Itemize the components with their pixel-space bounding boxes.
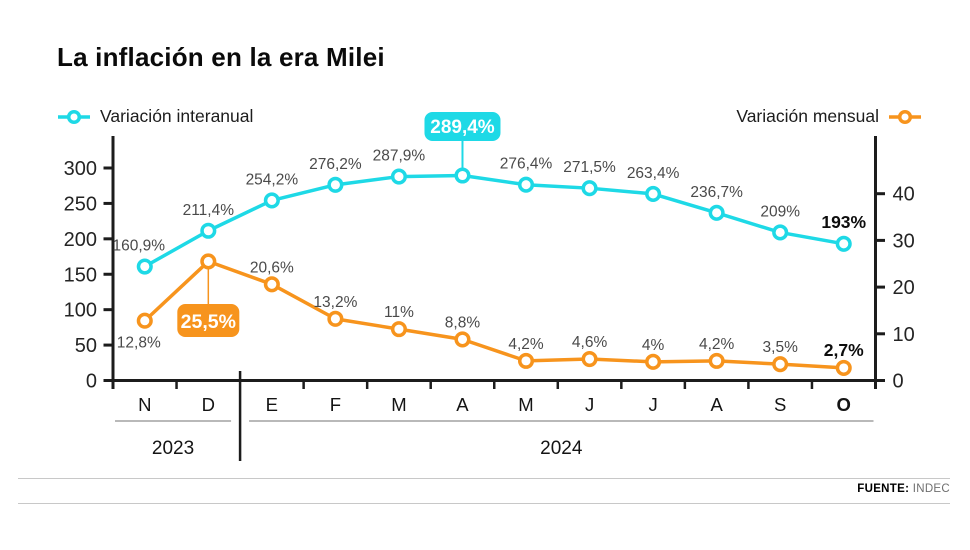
svg-text:S: S [774,394,786,415]
legend-interanual: Variación interanual [57,106,253,127]
legend-interanual-label: Variación interanual [100,106,254,126]
svg-text:50: 50 [75,335,97,357]
source-value: INDEC [912,483,950,495]
svg-text:211,4%: 211,4% [183,202,235,219]
svg-text:271,5%: 271,5% [563,159,616,176]
data-point-markers [136,167,852,376]
svg-text:0: 0 [893,371,904,393]
svg-text:289,4%: 289,4% [430,117,495,138]
svg-text:300: 300 [64,158,97,180]
svg-text:A: A [710,394,723,415]
source-credit: FUENTE: INDEC [857,483,950,495]
svg-text:N: N [138,394,151,415]
svg-text:M: M [391,394,406,415]
svg-text:276,2%: 276,2% [309,156,362,173]
svg-text:4,2%: 4,2% [699,336,735,353]
page-title: La inflación en la era Milei [57,42,385,72]
svg-text:3,5%: 3,5% [763,339,799,356]
data-point-labels: 160,9% 211,4% 254,2% 276,2% 287,9% 276,4% 271,… [112,148,866,360]
svg-text:E: E [266,394,278,415]
svg-text:276,4%: 276,4% [500,156,553,173]
svg-text:30: 30 [893,230,915,252]
source-label: FUENTE: [857,483,910,495]
svg-text:2,7%: 2,7% [824,340,864,360]
footer-divider-top [18,478,950,479]
svg-text:250: 250 [64,193,97,215]
svg-text:193%: 193% [821,212,866,232]
svg-text:4,2%: 4,2% [508,336,544,353]
mensual-line-marker-icon [889,109,921,124]
svg-text:F: F [330,394,341,415]
svg-text:12,8%: 12,8% [117,335,161,352]
series-lines [143,173,846,370]
svg-text:M: M [518,394,533,415]
svg-text:2023: 2023 [152,438,194,459]
svg-text:10: 10 [893,324,915,346]
svg-text:236,7%: 236,7% [690,184,743,201]
svg-text:D: D [202,394,215,415]
legend-mensual-label: Variación mensual [736,106,879,126]
svg-text:150: 150 [64,264,97,286]
svg-text:287,9%: 287,9% [373,148,426,165]
svg-text:13,2%: 13,2% [313,294,357,311]
svg-text:11%: 11% [384,304,414,321]
svg-text:O: O [837,394,851,415]
legend-mensual: Variación mensual [736,106,922,127]
svg-text:25,5%: 25,5% [181,311,236,333]
interanual-line-marker-icon [58,109,90,124]
svg-text:J: J [585,394,594,415]
svg-text:J: J [648,394,657,415]
svg-text:20,6%: 20,6% [250,259,294,276]
footer-divider-bottom [18,503,950,504]
svg-text:4,6%: 4,6% [572,334,608,351]
svg-text:2024: 2024 [540,438,583,459]
axes: 0 50 100 150 200 250 300 0 10 20 30 40 N D E F M A M J J A S O [64,136,915,461]
svg-text:200: 200 [64,229,97,251]
highlight-badges: 289,4% 25,5% [177,112,501,337]
svg-text:100: 100 [64,300,97,322]
svg-text:4%: 4% [642,337,665,354]
svg-text:40: 40 [893,184,915,206]
svg-text:160,9%: 160,9% [112,238,165,255]
svg-text:20: 20 [893,277,915,299]
svg-text:209%: 209% [760,203,800,220]
svg-text:254,2%: 254,2% [246,171,299,188]
svg-text:263,4%: 263,4% [627,165,680,182]
svg-text:0: 0 [86,371,97,393]
year-groups: 2023 2024 [115,420,874,459]
svg-text:8,8%: 8,8% [445,314,481,331]
svg-text:A: A [456,394,469,415]
